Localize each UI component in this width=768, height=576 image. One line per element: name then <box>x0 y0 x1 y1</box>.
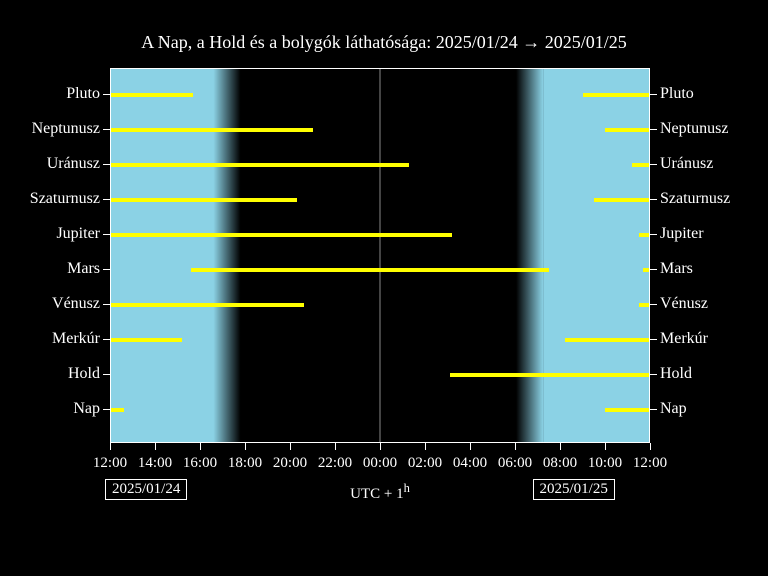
row-label-left: Vénusz <box>52 295 100 313</box>
chart-title: A Nap, a Hold és a bolygók láthatósága: … <box>0 32 768 53</box>
row-label-right: Neptunusz <box>660 120 728 138</box>
tz-sup: h <box>404 481 410 495</box>
x-tick-label: 16:00 <box>183 455 217 472</box>
x-tick-label: 08:00 <box>543 455 577 472</box>
row-label-right: Uránusz <box>660 155 713 173</box>
x-tick-label: 00:00 <box>363 455 397 472</box>
x-tick-label: 14:00 <box>138 455 172 472</box>
row-label-left: Merkúr <box>52 330 100 348</box>
row-tick <box>650 374 657 375</box>
row-tick <box>650 409 657 410</box>
x-tick-label: 22:00 <box>318 455 352 472</box>
x-tick <box>425 443 426 450</box>
row-tick <box>103 339 110 340</box>
x-tick-label: 10:00 <box>588 455 622 472</box>
row-tick <box>103 304 110 305</box>
row-tick <box>103 374 110 375</box>
x-tick <box>650 443 651 450</box>
row-tick <box>103 269 110 270</box>
row-tick <box>103 129 110 130</box>
row-label-right: Vénusz <box>660 295 708 313</box>
x-tick-label: 18:00 <box>228 455 262 472</box>
row-tick <box>103 199 110 200</box>
row-label-right: Hold <box>660 365 692 383</box>
row-tick <box>103 94 110 95</box>
row-tick <box>650 269 657 270</box>
x-tick-label: 12:00 <box>633 455 667 472</box>
row-label-right: Szaturnusz <box>660 190 730 208</box>
x-tick <box>200 443 201 450</box>
row-label-right: Merkúr <box>660 330 708 348</box>
date-left-box: 2025/01/24 <box>105 479 187 500</box>
row-tick <box>650 234 657 235</box>
row-tick <box>650 94 657 95</box>
x-tick <box>470 443 471 450</box>
row-label-left: Uránusz <box>47 155 100 173</box>
date-right-box: 2025/01/25 <box>533 479 615 500</box>
row-tick <box>103 164 110 165</box>
row-tick <box>650 164 657 165</box>
row-tick <box>103 234 110 235</box>
row-label-right: Mars <box>660 260 693 278</box>
x-tick-label: 04:00 <box>453 455 487 472</box>
x-tick <box>155 443 156 450</box>
timezone-label: UTC + 1h <box>350 481 410 503</box>
row-tick <box>650 129 657 130</box>
row-tick <box>103 409 110 410</box>
x-tick <box>245 443 246 450</box>
row-tick <box>650 304 657 305</box>
x-tick-label: 12:00 <box>93 455 127 472</box>
tz-text: UTC + 1 <box>350 486 403 502</box>
row-label-left: Jupiter <box>56 225 100 243</box>
row-label-left: Szaturnusz <box>30 190 100 208</box>
x-tick-label: 02:00 <box>408 455 442 472</box>
row-label-left: Nap <box>73 400 100 418</box>
row-tick <box>650 199 657 200</box>
row-tick <box>650 339 657 340</box>
x-tick <box>515 443 516 450</box>
x-tick-label: 06:00 <box>498 455 532 472</box>
row-label-right: Pluto <box>660 85 694 103</box>
row-label-left: Neptunusz <box>32 120 100 138</box>
x-tick <box>110 443 111 450</box>
row-label-left: Hold <box>68 365 100 383</box>
x-tick <box>560 443 561 450</box>
x-tick-label: 20:00 <box>273 455 307 472</box>
x-tick <box>605 443 606 450</box>
row-label-left: Pluto <box>66 85 100 103</box>
x-tick <box>290 443 291 450</box>
row-label-right: Jupiter <box>660 225 704 243</box>
row-label-right: Nap <box>660 400 687 418</box>
row-label-left: Mars <box>67 260 100 278</box>
x-tick <box>380 443 381 450</box>
x-tick <box>335 443 336 450</box>
plot-border <box>110 68 650 443</box>
